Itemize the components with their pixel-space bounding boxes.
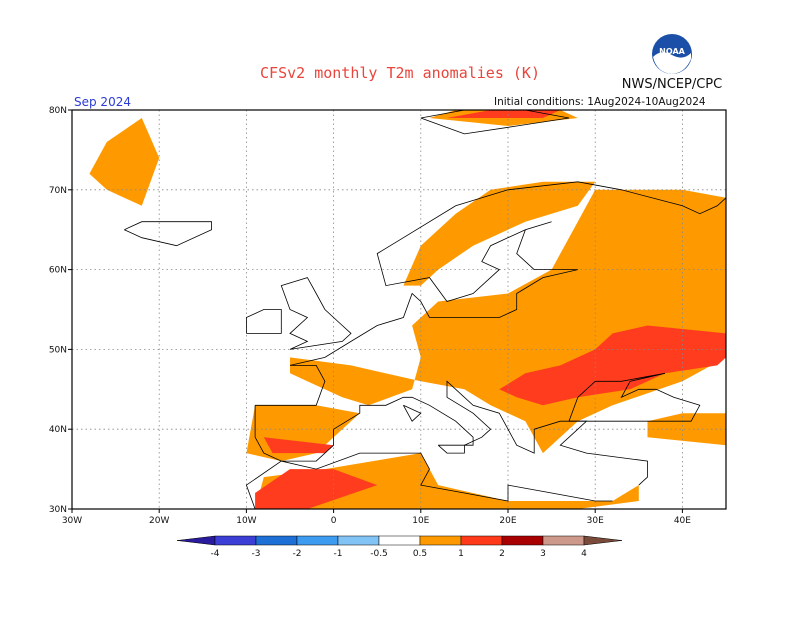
lon-tick-label: 20E (499, 516, 516, 526)
noaa-logo-text: NOAA (659, 47, 685, 56)
lon-tick-label: 30W (62, 516, 82, 526)
lat-tick-label: 70N (49, 186, 67, 196)
figure-title: CFSv2 monthly T2m anomalies (K) (260, 64, 540, 82)
anomaly-region (447, 110, 561, 118)
legend-swatch (337, 535, 380, 546)
coastline (124, 221, 212, 247)
legend-label: -2 (293, 549, 302, 559)
map-frame (71, 109, 727, 510)
anomaly-region (89, 118, 160, 206)
coastline (245, 309, 282, 334)
initial-conditions: Initial conditions: 1Aug2024-10Aug2024 (494, 96, 706, 108)
coastline-layer (124, 109, 727, 510)
legend-label: 4 (581, 549, 587, 559)
lon-tick-label: 10E (412, 516, 429, 526)
coastline (568, 372, 701, 422)
legend-label: 2 (499, 549, 505, 559)
coastline (437, 444, 465, 454)
coastline (255, 181, 727, 406)
lon-tick-label: 20W (149, 516, 169, 526)
agency-label: NWS/NCEP/CPC (621, 77, 723, 92)
lon-tick-label: 0 (331, 516, 337, 526)
legend-swatch (501, 535, 544, 546)
legend-label: 1 (458, 549, 464, 559)
lat-tick-label: 30N (49, 505, 67, 515)
anomaly-fill-layer (89, 110, 726, 509)
legend-swatch (419, 535, 462, 546)
legend-label: -4 (211, 549, 220, 559)
legend-label: 3 (540, 549, 546, 559)
graticule-layer (72, 110, 726, 509)
coastline (280, 277, 352, 350)
anomaly-region (647, 413, 726, 446)
lon-tick-label: 30E (587, 516, 604, 526)
coastline (245, 452, 613, 510)
legend-swatch (296, 535, 339, 546)
lat-tick-label: 50N (49, 345, 67, 355)
lat-tick-label: 40N (49, 425, 67, 435)
legend-arrow-low (176, 535, 216, 546)
anomaly-region (499, 325, 726, 406)
legend-swatch (378, 535, 421, 546)
anomaly-region (263, 437, 334, 454)
coastline (403, 404, 422, 422)
legend-swatch (255, 535, 298, 546)
lat-tick-label: 60N (49, 266, 67, 276)
legend-label: 0.5 (413, 549, 427, 559)
lon-tick-label: 40E (674, 516, 691, 526)
lat-tick-label: 80N (49, 106, 67, 116)
legend-swatch (460, 535, 503, 546)
legend-label: -1 (334, 549, 343, 559)
lon-tick-label: 10W (236, 516, 256, 526)
anomaly-region (403, 181, 596, 286)
anomaly-region (255, 469, 378, 509)
legend-label: -0.5 (370, 549, 388, 559)
color-legend: -4 -3 -2 -1 -0.5 0.5 1 2 3 4 (176, 535, 623, 559)
anomaly-region (255, 453, 639, 509)
legend-swatch (542, 535, 585, 546)
forecast-month: Sep 2024 (74, 95, 131, 109)
legend-swatch (214, 535, 257, 546)
legend-label: -3 (252, 549, 261, 559)
legend-arrow-high (583, 535, 623, 546)
noaa-logo: NOAA (652, 34, 692, 74)
